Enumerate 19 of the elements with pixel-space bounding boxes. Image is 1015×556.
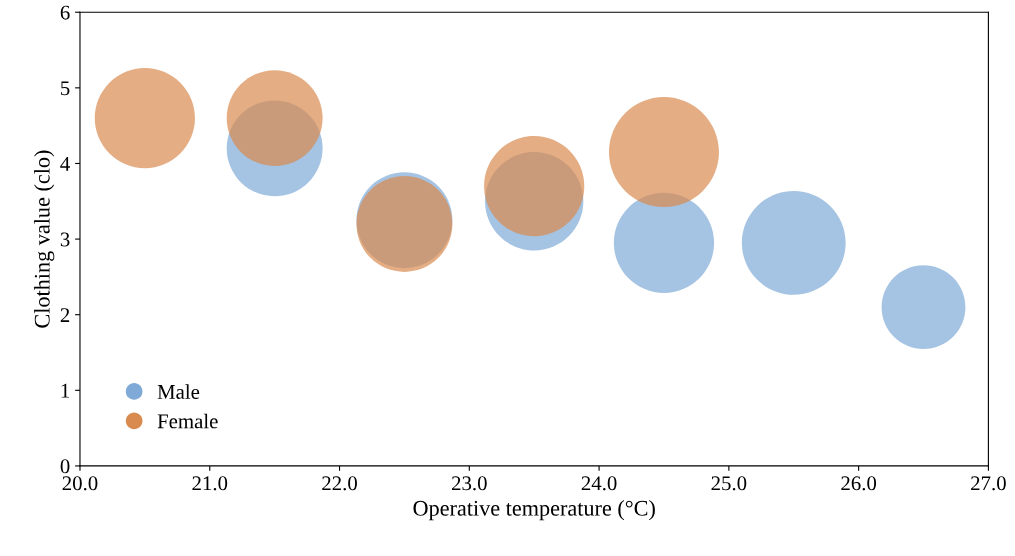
y-tick-label: 4 [60,156,70,171]
y-axis-title: Clothing value (clo) [34,150,55,328]
x-tick-label: 22.0 [322,476,357,491]
legend-label: Female [157,413,218,429]
y-tick-label: 1 [61,383,70,398]
x-tick-label: 21.0 [192,476,228,491]
x-tick-label: 26.0 [841,476,877,491]
x-tick-label: 24.0 [581,476,617,491]
x-tick-label: 27.0 [971,476,1006,491]
x-axis-title: Operative temperature (°C) [413,500,655,521]
x-tick-label: 25.0 [711,476,747,491]
y-tick-label: 5 [61,81,70,96]
x-tick-label: 20.0 [62,476,98,491]
y-tick-label: 3 [60,232,70,247]
legend-label: Male [157,384,200,399]
y-tick-label: 6 [60,5,70,20]
y-tick-label: 0 [60,459,70,474]
y-tick-label: 2 [60,308,70,322]
x-tick-label: 23.0 [451,476,487,491]
